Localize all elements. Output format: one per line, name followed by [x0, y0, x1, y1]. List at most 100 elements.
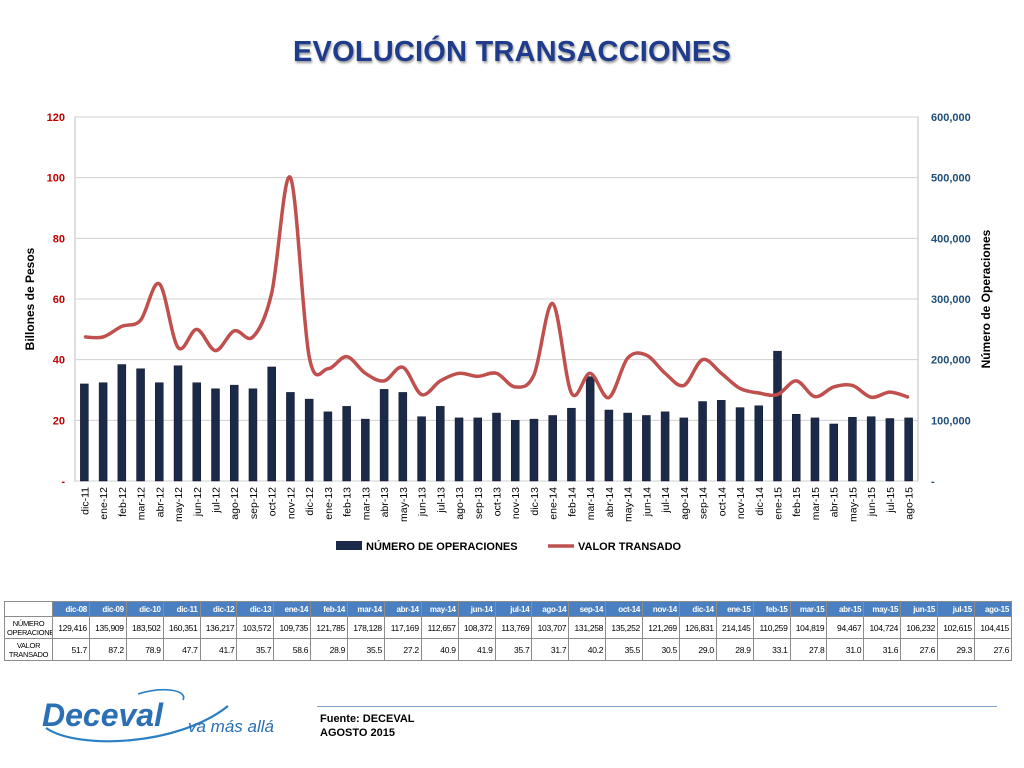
x-tick-label: dic-13 [529, 487, 541, 516]
table-cell: 121,269 [642, 616, 680, 639]
table-header-cell: jun-15 [900, 601, 938, 617]
line-point [645, 354, 648, 356]
bar-operaciones [454, 417, 464, 482]
bar-operaciones [417, 416, 426, 482]
x-tick-label: ago-15 [904, 487, 916, 520]
table-cell: 27.2 [383, 638, 422, 661]
x-tick-label: mar-14 [585, 487, 597, 520]
y-right-tick-label: - [931, 476, 935, 488]
x-tick-label: jun-13 [417, 487, 429, 517]
table-cell: 136,217 [199, 616, 238, 639]
x-tick-label: ene-14 [548, 487, 560, 520]
table-cell: 214,145 [715, 616, 754, 639]
x-tick-label: ago-14 [679, 487, 691, 520]
table-cell: 35.5 [347, 638, 385, 661]
table-header-cell: ago-15 [973, 601, 1013, 617]
bar-operaciones [267, 366, 276, 482]
table-cell: 113,769 [494, 616, 533, 639]
bar-operaciones [660, 411, 670, 482]
y-left-tick-label: 60 [53, 294, 65, 306]
deceval-logo: Deceval va más allá [42, 688, 274, 743]
bar-operaciones [286, 392, 295, 482]
x-tick-label: oct-13 [492, 487, 504, 516]
bar-operaciones [866, 416, 876, 482]
table-header-cell: abr-15 [826, 601, 865, 617]
bar-operaciones [754, 405, 764, 482]
summary-table: dic-08 dic-09 dic-10 dic-11 dic-12 dic-13 ene-… [4, 601, 1013, 661]
bar-operaciones [698, 401, 707, 482]
footer-divider [317, 706, 997, 707]
table-cell: 35.7 [236, 638, 275, 661]
line-point [270, 292, 273, 294]
x-tick-label: may-12 [173, 487, 185, 522]
y-right-tick-label: 200,000 [931, 355, 971, 367]
bar-operaciones [304, 398, 314, 482]
line-point [757, 392, 760, 394]
table-header-cell: jul-15 [937, 601, 975, 617]
table-cell: 35.5 [605, 638, 643, 661]
table-cell: 29.3 [937, 638, 975, 661]
table-header-cell: ago-14 [531, 601, 570, 617]
table-cell: 135,252 [605, 616, 643, 639]
bar-operaciones [248, 388, 258, 482]
y-right-tick-label: 300,000 [931, 294, 971, 306]
table-cell: 178,128 [347, 616, 385, 639]
line-point [889, 391, 891, 393]
table-cell: 109,735 [273, 616, 312, 639]
bar-operaciones [98, 382, 108, 482]
line-valor-transado [84, 175, 910, 400]
line-point [102, 336, 104, 338]
table-cell: 31.7 [531, 638, 570, 661]
table-cell: 78.9 [125, 638, 164, 661]
bar-operaciones [155, 382, 164, 482]
table-cell: 30.5 [642, 638, 680, 661]
table-row-label: VALOR TRANSADO [4, 638, 53, 661]
bar-operaciones [904, 417, 913, 482]
line-point [83, 336, 86, 338]
line-point [476, 375, 479, 378]
table-cell: 87.2 [88, 638, 127, 661]
transactions-chart: - 20 40 60 80 100 120 - 100,000 200,000 300,000 400… [23, 112, 993, 553]
bar-operaciones [492, 412, 501, 482]
line-point [383, 380, 385, 382]
y-left-tick-label: 120 [47, 112, 65, 124]
table-header-cell: feb-14 [310, 601, 348, 617]
table-cell: 28.9 [715, 638, 754, 661]
bar-operaciones [117, 364, 127, 482]
table-row-label: NÚMERO OPERACIONES [4, 616, 53, 639]
legend-label-operaciones: NÚMERO DE OPERACIONES [366, 540, 518, 553]
logo-swoosh-lower [45, 705, 229, 743]
x-tick-label: ago-13 [454, 487, 466, 520]
bar-operaciones [791, 414, 801, 482]
bar-operaciones [735, 407, 745, 482]
x-tick-label: oct-14 [716, 487, 728, 516]
x-tick-label: feb-13 [342, 487, 354, 517]
table-cell: 35.7 [494, 638, 533, 661]
bar-operaciones [885, 418, 895, 482]
source-label: Fuente: DECEVAL [320, 713, 415, 725]
line-point [664, 372, 666, 375]
bar-operaciones [379, 389, 389, 482]
table-header-cell: dic-10 [125, 601, 164, 617]
bar-operaciones [773, 350, 782, 482]
line-point [402, 366, 404, 369]
table-corner-cell [4, 601, 53, 617]
y-left-tick-label: - [61, 476, 65, 488]
x-tick-label: may-14 [623, 487, 635, 522]
x-tick-label: nov-12 [285, 487, 297, 519]
table-cell: 103,572 [236, 616, 275, 639]
x-tick-label: oct-12 [267, 487, 279, 516]
table-header-cell: ene-14 [273, 601, 312, 617]
table-cell: 129,416 [52, 616, 90, 639]
table-cell: 94,467 [826, 616, 865, 639]
x-tick-label: abr-12 [154, 487, 166, 518]
table-header-row: dic-08 dic-09 dic-10 dic-11 dic-12 dic-13 ene-… [4, 601, 1013, 617]
bar-operaciones [529, 418, 539, 482]
bar-operaciones [510, 420, 520, 482]
line-point [608, 396, 610, 399]
line-point [439, 380, 442, 382]
x-tick-label: ene-15 [773, 487, 785, 520]
x-tick-label: mar-15 [810, 487, 822, 520]
bar-operaciones [829, 423, 838, 482]
bar-operaciones [604, 409, 614, 482]
